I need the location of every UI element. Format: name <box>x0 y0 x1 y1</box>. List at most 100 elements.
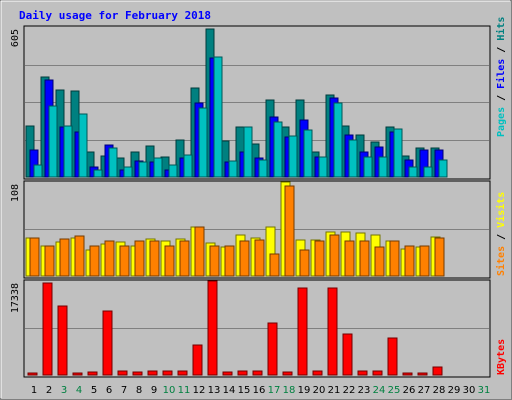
bar-sites-day-21 <box>329 234 340 277</box>
x-label-day-15: 15 <box>238 385 251 396</box>
bar-pages-day-10 <box>168 164 178 178</box>
x-label-day-19: 19 <box>298 385 311 396</box>
bar-sites-day-7 <box>119 245 130 277</box>
x-label-day-17: 17 <box>268 385 281 396</box>
bar-pages-day-23 <box>363 156 373 178</box>
legend-sites: Sites <box>495 246 507 276</box>
bar-pages-day-7 <box>123 166 133 178</box>
bar-pages-day-20 <box>318 156 328 178</box>
y-max-label: 108 <box>10 184 21 202</box>
legend-separator: / <box>496 228 507 246</box>
bar-pages-day-13 <box>213 56 223 178</box>
bar-pages-day-15 <box>243 126 253 178</box>
x-label-day-31: 31 <box>478 385 491 396</box>
bar-sites-day-17 <box>269 253 280 277</box>
legend-hits: Hits <box>495 17 507 41</box>
bar-sites-day-9 <box>149 240 160 277</box>
x-label-day-5: 5 <box>91 385 97 396</box>
bar-sites-day-13 <box>209 245 220 277</box>
x-label-day-6: 6 <box>106 385 112 396</box>
bar-pages-day-12 <box>198 107 208 178</box>
x-label-day-23: 23 <box>358 385 371 396</box>
bar-kbytes-day-19 <box>297 287 308 376</box>
x-label-day-1: 1 <box>31 385 37 396</box>
x-label-day-16: 16 <box>253 385 266 396</box>
x-label-day-21: 21 <box>328 385 341 396</box>
bar-sites-day-24 <box>374 246 385 277</box>
y-max-label: 605 <box>10 29 21 47</box>
bar-pages-day-21 <box>333 102 343 178</box>
bar-kbytes-day-4 <box>72 372 83 376</box>
bar-kbytes-day-9 <box>147 370 158 376</box>
bar-sites-day-15 <box>239 240 250 277</box>
legend-kbytes: KBytes <box>496 339 507 375</box>
bar-pages-day-5 <box>93 169 103 178</box>
bar-pages-day-17 <box>273 121 283 178</box>
bar-sites-day-11 <box>179 240 190 277</box>
x-label-day-20: 20 <box>313 385 326 396</box>
bar-pages-day-14 <box>228 160 238 178</box>
bar-pages-day-6 <box>108 147 118 178</box>
bar-pages-day-28 <box>438 159 448 178</box>
bar-pages-day-25 <box>393 128 403 178</box>
bar-kbytes-day-14 <box>222 371 233 376</box>
bar-kbytes-day-25 <box>387 337 398 376</box>
bar-kbytes-day-16 <box>252 370 263 376</box>
bar-sites-day-4 <box>74 235 85 277</box>
legend-kbytes: KBytes <box>496 339 507 375</box>
bar-sites-day-19 <box>299 249 310 277</box>
x-label-day-13: 13 <box>208 385 221 396</box>
bar-kbytes-day-5 <box>87 371 98 376</box>
chart-title: Daily usage for February 2018 <box>19 9 211 22</box>
bar-kbytes-day-7 <box>117 370 128 376</box>
bar-pages-day-18 <box>288 135 298 178</box>
legend-files: Files <box>495 59 507 89</box>
x-label-day-26: 26 <box>403 385 416 396</box>
x-label-day-8: 8 <box>136 385 142 396</box>
x-label-day-30: 30 <box>463 385 476 396</box>
bar-sites-day-26 <box>404 245 415 277</box>
bar-kbytes-day-28 <box>432 366 443 376</box>
bar-pages-day-3 <box>63 125 73 178</box>
bar-kbytes-day-22 <box>342 333 353 376</box>
bar-pages-day-11 <box>183 154 193 178</box>
x-label-day-12: 12 <box>193 385 206 396</box>
bar-sites-day-6 <box>104 240 115 277</box>
bar-pages-day-26 <box>408 166 418 178</box>
x-axis-labels: 1 2 3 4 5 6 7 8 9 10 11 12 13 14 15 16 17 18 19 20 21 22 23 24 2… <box>31 385 491 396</box>
bar-sites-day-12 <box>194 226 205 277</box>
bar-pages-day-22 <box>348 139 358 178</box>
bar-sites-day-10 <box>164 245 175 277</box>
y-labels: 605 108 17338 <box>10 29 21 313</box>
bar-kbytes-day-23 <box>357 370 368 376</box>
bar-sites-day-25 <box>389 240 400 277</box>
bar-sites-day-5 <box>89 245 100 277</box>
bar-kbytes-day-8 <box>132 371 143 376</box>
x-label-day-11: 11 <box>178 385 191 396</box>
bar-kbytes-day-12 <box>192 344 203 376</box>
bar-pages-day-16 <box>258 159 268 178</box>
bar-kbytes-day-13 <box>207 280 218 376</box>
bar-sites-day-1 <box>29 237 40 277</box>
bar-kbytes-day-18 <box>282 371 293 376</box>
x-label-day-24: 24 <box>373 385 386 396</box>
bar-sites-day-8 <box>134 240 145 277</box>
legend-separator: / <box>496 89 507 107</box>
bar-kbytes-day-26 <box>402 372 413 376</box>
bar-sites-day-16 <box>254 239 265 277</box>
x-label-day-4: 4 <box>76 385 82 396</box>
bar-sites-day-27 <box>419 245 430 277</box>
x-label-day-22: 22 <box>343 385 356 396</box>
bar-pages-day-1 <box>33 164 43 178</box>
bar-kbytes-day-3 <box>57 305 68 376</box>
bar-kbytes-day-1 <box>27 372 38 376</box>
x-label-day-28: 28 <box>433 385 446 396</box>
legend-hits-files-pages: Pages / Files / Hits <box>495 17 507 137</box>
bar-sites-day-3 <box>59 238 70 277</box>
bar-kbytes-day-27 <box>417 372 428 376</box>
bar-kbytes-day-20 <box>312 370 323 376</box>
x-label-day-27: 27 <box>418 385 431 396</box>
x-label-day-2: 2 <box>46 385 52 396</box>
bar-kbytes-day-6 <box>102 310 113 376</box>
